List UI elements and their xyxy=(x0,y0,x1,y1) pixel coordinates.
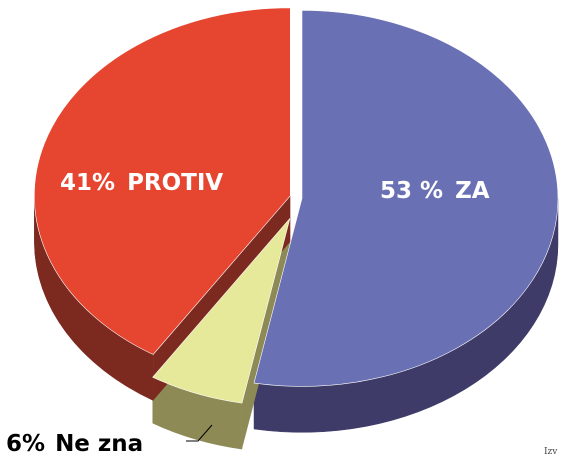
category-label: PROTIV xyxy=(127,170,223,196)
slice xyxy=(253,10,559,387)
slice-label: 41% PROTIV xyxy=(60,170,223,196)
pie xyxy=(34,7,559,450)
leader-line xyxy=(186,424,213,442)
value-label: 41% xyxy=(60,170,115,196)
value-label: 6% xyxy=(6,431,45,457)
slice-label: 6% Ne zna xyxy=(6,431,143,457)
slice xyxy=(152,218,291,404)
slice-cut xyxy=(241,218,290,450)
slice-label: 53 % ZA xyxy=(380,178,490,204)
source: Izv xyxy=(544,447,558,457)
category-label: Ne zna xyxy=(55,431,143,457)
category-label: ZA xyxy=(455,178,490,204)
slice xyxy=(34,7,291,355)
value-label: 53 % xyxy=(380,178,443,204)
